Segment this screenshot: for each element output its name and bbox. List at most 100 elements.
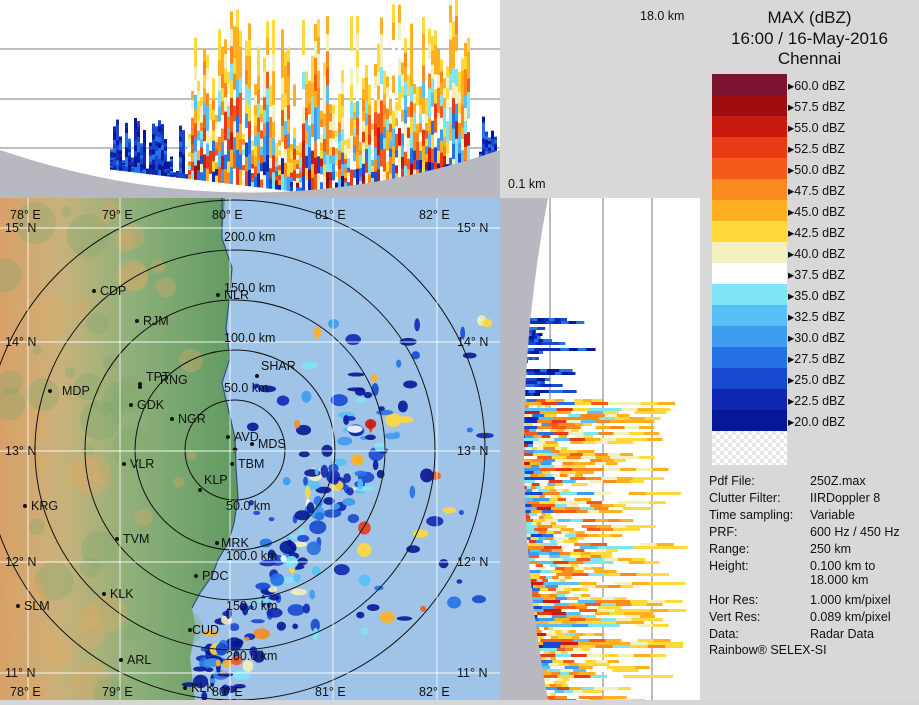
echo-cell — [313, 327, 321, 339]
profile-row — [571, 564, 578, 567]
profile-row — [596, 525, 611, 528]
profile-column — [200, 163, 203, 172]
profile-column — [278, 184, 281, 189]
profile-row — [557, 429, 565, 432]
profile-column — [134, 118, 137, 124]
profile-column — [386, 140, 389, 151]
city-marker — [16, 604, 20, 608]
profile-column — [359, 172, 362, 177]
profile-row — [566, 369, 573, 372]
profile-column — [275, 184, 278, 189]
profile-row — [581, 456, 596, 459]
echo-cell — [467, 428, 473, 433]
profile-column — [116, 125, 119, 131]
profile-column — [128, 168, 131, 172]
profile-row — [543, 504, 555, 507]
profile-column — [164, 168, 167, 172]
profile-column — [302, 72, 305, 90]
profile-column — [305, 107, 308, 120]
profile-row — [616, 438, 632, 441]
profile-column — [188, 138, 191, 143]
profile-column — [140, 167, 143, 170]
profile-column — [245, 41, 248, 56]
profile-column — [257, 159, 260, 173]
profile-column — [425, 123, 428, 131]
profile-column — [230, 166, 233, 184]
profile-column — [215, 115, 218, 122]
profile-row — [578, 504, 590, 507]
info-value: IIRDoppler 8 — [810, 491, 880, 506]
profile-column — [311, 83, 314, 97]
profile-row — [555, 483, 563, 486]
profile-row — [570, 552, 581, 555]
profile-column — [317, 87, 320, 105]
profile-row — [544, 516, 549, 519]
profile-column — [296, 159, 299, 164]
profile-column — [140, 161, 143, 164]
profile-column — [395, 157, 398, 165]
profile-row — [608, 507, 623, 510]
info-key: Hor Res: — [709, 593, 758, 607]
profile-row — [540, 639, 557, 642]
profile-row — [540, 486, 545, 489]
profile-column — [116, 130, 119, 136]
profile-column — [209, 135, 212, 143]
profile-column — [116, 135, 119, 141]
profile-column — [368, 85, 371, 95]
profile-row — [626, 528, 640, 531]
profile-row — [549, 498, 558, 501]
profile-row — [528, 372, 535, 375]
profile-column — [134, 123, 137, 129]
profile-row — [576, 534, 588, 537]
profile-row — [553, 432, 569, 435]
profile-row — [533, 498, 542, 501]
profile-row — [557, 675, 574, 678]
profile-column — [254, 156, 257, 167]
profile-column — [158, 148, 161, 154]
profile-column — [380, 17, 383, 34]
profile-row — [608, 402, 625, 405]
profile-row — [644, 561, 660, 564]
profile-column — [350, 33, 353, 50]
profile-column — [413, 93, 416, 103]
profile-row — [572, 468, 589, 471]
city-marker — [216, 293, 220, 297]
profile-row — [575, 474, 583, 477]
profile-row — [556, 414, 569, 417]
profile-column — [419, 141, 422, 151]
profile-column — [332, 155, 335, 164]
profile-column — [302, 140, 305, 158]
profile-row — [600, 528, 614, 531]
profile-column — [242, 139, 245, 145]
info-key: Clutter Filter: — [709, 491, 781, 505]
legend-swatch — [712, 158, 787, 179]
profile-column — [428, 29, 431, 44]
profile-row — [634, 411, 650, 414]
profile-row — [562, 570, 573, 573]
profile-row — [611, 492, 629, 495]
profile-column — [464, 95, 467, 108]
profile-column — [200, 106, 203, 115]
profile-column — [242, 134, 245, 140]
profile-column — [455, 121, 458, 139]
profile-row — [560, 669, 574, 672]
profile-row — [525, 405, 530, 408]
profile-column — [197, 100, 200, 110]
profile-row — [542, 534, 554, 537]
profile-column — [413, 160, 416, 170]
city-marker — [183, 686, 187, 690]
profile-column — [116, 160, 119, 166]
city-label: ARL — [127, 653, 151, 667]
profile-column — [335, 153, 338, 159]
profile-column — [272, 172, 275, 189]
profile-row — [543, 564, 550, 567]
profile-column — [182, 149, 185, 154]
profile-row — [580, 612, 595, 615]
profile-column — [455, 86, 458, 104]
profile-column — [440, 106, 443, 118]
latitude-label-right: 15° N — [457, 221, 488, 235]
profile-column — [134, 161, 137, 167]
echo-cell — [299, 528, 305, 535]
profile-column — [194, 38, 197, 53]
profile-column — [362, 163, 365, 174]
